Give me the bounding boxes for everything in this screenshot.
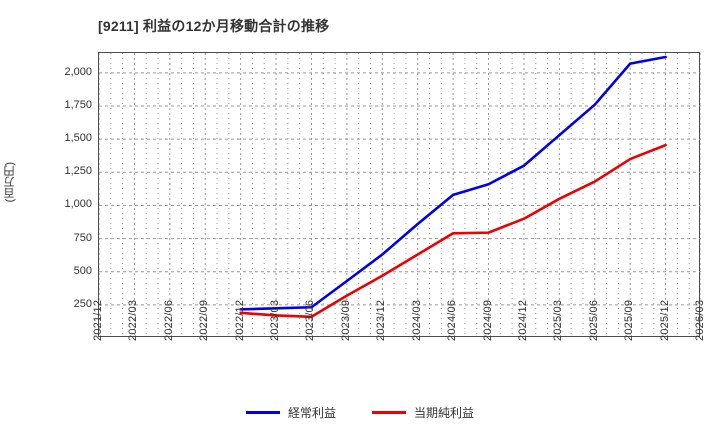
- x-tick-label: 2022/06: [162, 299, 175, 341]
- x-tick-label: 2022/12: [233, 299, 246, 341]
- x-tick-label: 2024/12: [516, 299, 529, 341]
- y-tick-label: 250: [73, 297, 92, 310]
- y-tick-label: 1,750: [64, 99, 92, 112]
- legend-item[interactable]: 当期純利益: [372, 404, 474, 421]
- y-tick-label: 1,000: [64, 198, 92, 211]
- x-tick-label: 2024/09: [481, 299, 494, 341]
- legend-swatch-icon: [245, 411, 280, 414]
- legend-item[interactable]: 経常利益: [245, 404, 336, 421]
- series-line-0: [239, 55, 667, 311]
- y-axis-title: (百万円): [4, 162, 16, 203]
- y-tick-label: 750: [73, 231, 92, 244]
- x-tick-label: 2022/09: [198, 299, 211, 341]
- data-series: [239, 55, 667, 319]
- x-tick-label: 2023/03: [269, 299, 282, 341]
- x-tick-label: 2025/12: [658, 299, 671, 341]
- x-tick-label: 2022/03: [127, 299, 140, 341]
- x-tick-label: 2024/06: [446, 299, 459, 341]
- x-axis-tick-labels: 2021/12 2022/03 2022/06 2022/09 2022/12 2023/…: [92, 300, 706, 407]
- legend-swatch-icon: [372, 411, 406, 414]
- chart-legend: 経常利益 当期純利益: [0, 404, 720, 421]
- y-tick-label: 1,250: [64, 165, 92, 178]
- x-tick-label: 2023/06: [304, 299, 317, 341]
- y-tick-label: 500: [73, 264, 92, 277]
- x-tick-label: 2026/03: [694, 299, 706, 341]
- x-tick-label: 2024/03: [410, 299, 423, 341]
- page-title: [9211] 利益の12か月移動合計の推移: [98, 18, 330, 34]
- y-tick-label: 1,500: [64, 132, 92, 145]
- x-tick-label: 2023/09: [339, 299, 352, 341]
- x-tick-label: 2025/06: [587, 299, 600, 341]
- legend-label: 経常利益: [287, 406, 336, 420]
- x-tick-label: 2021/12: [92, 299, 104, 341]
- series-line-1: [239, 143, 667, 319]
- plot-area: [98, 52, 701, 338]
- x-tick-label: 2023/12: [375, 299, 388, 341]
- x-tick-label: 2025/03: [552, 299, 565, 341]
- y-axis-tick-labels: 250 500 750 1,000 1,250 1,500 1,750 2,000: [26, 52, 92, 337]
- y-tick-label: 2,000: [64, 65, 92, 78]
- x-tick-label: 2025/09: [623, 299, 636, 341]
- legend-label: 当期純利益: [414, 406, 475, 420]
